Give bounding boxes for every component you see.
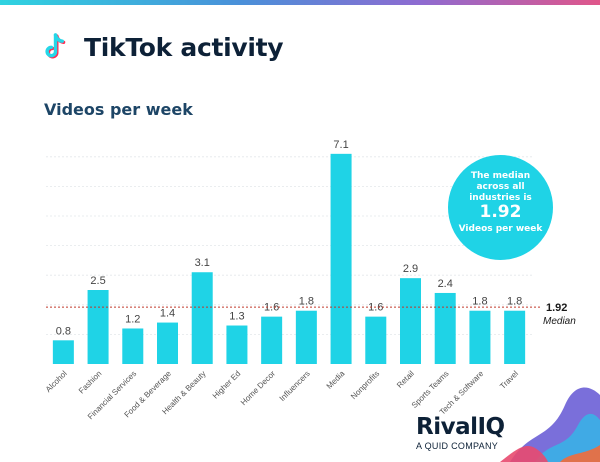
bar-6	[261, 316, 283, 364]
bar-9	[365, 316, 387, 364]
value-label-2: 1.2	[125, 313, 140, 325]
rival-iq-logo: RivalIQ A QUID COMPANY	[416, 415, 505, 451]
tiktok-icon	[45, 33, 66, 59]
category-label-8: Media	[325, 369, 347, 391]
callout-median-value: 1.92	[479, 202, 522, 222]
value-label-10: 2.9	[403, 263, 418, 275]
bar-7	[295, 310, 317, 364]
category-label-7: Influencers	[278, 369, 312, 403]
value-label-11: 2.4	[438, 278, 453, 290]
callout-line-2: across all	[476, 182, 525, 192]
decorative-wave-graphic	[500, 387, 600, 462]
bar-2	[122, 328, 144, 364]
bar-0	[52, 340, 74, 364]
category-label-1: Fashion	[77, 369, 103, 395]
callout-line-1: The median	[470, 171, 531, 181]
top-gradient-bar	[0, 0, 600, 5]
category-label-9: Nonprofits	[349, 369, 381, 401]
chart-subtitle: Videos per week	[44, 100, 193, 119]
bar-8	[330, 153, 352, 364]
bar-3	[157, 322, 178, 364]
bar-5	[226, 325, 248, 364]
value-label-1: 2.5	[90, 275, 105, 287]
median-marker-label: Median	[543, 316, 576, 327]
category-label-10: Retail	[395, 369, 416, 390]
header: TikTok activity	[40, 32, 284, 62]
bar-10	[400, 278, 421, 364]
logo-text: RivalIQ	[416, 414, 505, 440]
bar-4	[191, 272, 213, 364]
value-label-0: 0.8	[56, 325, 71, 337]
bar-13	[504, 310, 526, 364]
bar-11	[434, 292, 456, 364]
value-label-4: 3.1	[195, 257, 210, 269]
value-label-13: 1.8	[507, 296, 522, 308]
category-label-6: Home Decor	[239, 369, 277, 407]
median-marker-value: 1.92	[546, 302, 568, 314]
callout-line-4: Videos per week	[458, 224, 543, 234]
value-label-7: 1.8	[299, 296, 314, 308]
value-label-12: 1.8	[472, 296, 487, 308]
value-label-5: 1.3	[229, 311, 244, 323]
callout-line-3: industries is	[469, 193, 532, 203]
category-label-0: Alcohol	[44, 369, 69, 394]
value-label-3: 1.4	[160, 308, 175, 320]
bar-1	[87, 290, 109, 364]
page-title: TikTok activity	[84, 32, 284, 62]
value-label-8: 7.1	[333, 139, 348, 151]
median-callout-bubble: The median across all industries is 1.92…	[448, 155, 553, 260]
category-label-5: Higher Ed	[211, 369, 243, 401]
bar-12	[469, 310, 491, 364]
logo-tagline: A QUID COMPANY	[416, 441, 499, 451]
